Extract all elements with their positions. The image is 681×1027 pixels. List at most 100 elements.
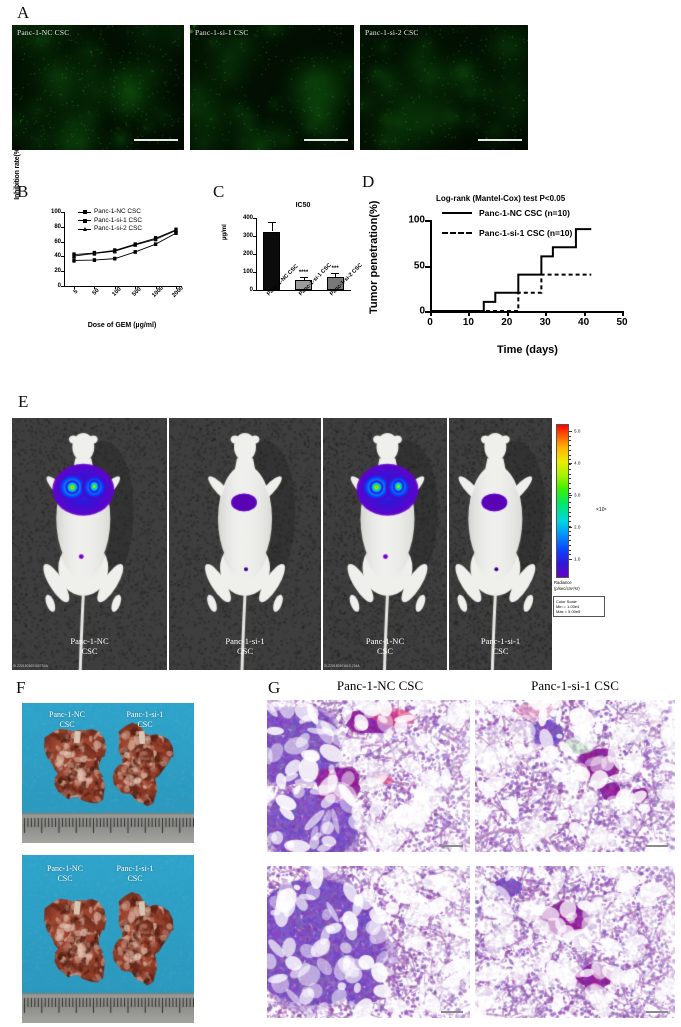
panel-b-legend-label: Panc-1-si-1 CSC xyxy=(94,216,142,224)
colorbar-unit: Radiance (p/sec/cm²/sr) xyxy=(554,580,580,591)
panel-b: B Inhibition rate(%) Dose of GEM (µg/ml)… xyxy=(12,146,212,367)
histology-canvas xyxy=(267,700,470,852)
scalebar-icon xyxy=(304,139,348,141)
gross-label-nc-1: Panc-1-NC CSC xyxy=(49,710,85,729)
fluorescence-label-si1: Panc-1-si-1 CSC xyxy=(195,28,249,37)
fluorescence-label-nc: Panc-1-NC CSC xyxy=(17,28,70,37)
panel-b-legend-label: Panc-1-NC CSC xyxy=(94,208,141,215)
panel-c-bar xyxy=(295,280,312,290)
panel-b-series-svg xyxy=(71,227,179,263)
legend-solid-line-icon xyxy=(442,212,472,214)
panel-b-legend-label: Panc-1-si-2 CSC xyxy=(94,225,142,232)
panel-a-letter: A xyxy=(17,3,30,22)
fluorescence-canvas xyxy=(360,25,528,150)
panel-c-ytick: 300 xyxy=(242,233,253,239)
panel-b-ytick: 60 xyxy=(54,238,61,245)
ivis-canvas xyxy=(449,418,552,670)
gross-specimen-image-2: Panc-1-NC CSC Panc-1-si-1 CSC xyxy=(22,855,194,1023)
panel-d-legend-item-si1: Panc-1-si-1 CSC (n=10) xyxy=(442,228,572,238)
panel-c-bar xyxy=(263,231,281,290)
panel-c-ytick: 100 xyxy=(242,269,253,275)
panel-d: D Log-rank (Mantel-Cox) test P<0.05 Tumo… xyxy=(362,172,674,372)
colorbar-tick xyxy=(569,463,572,464)
fluorescence-image-si2: Panc-1-si-2 CSC xyxy=(360,25,528,150)
colorbar-exponent: ×10⁵ xyxy=(596,507,607,513)
ivis-caption-si1-2: Panc-1-si-1 CSC xyxy=(480,636,521,656)
panel-d-xtick: 40 xyxy=(578,317,590,328)
panel-d-ytick: 50 xyxy=(413,260,425,271)
ivis-image-id: SLZ20150301610.234A xyxy=(324,664,360,668)
colorbar-tick xyxy=(569,527,572,528)
colorbar-tick-label: 5.0 xyxy=(574,428,581,434)
gross-specimen-image-1: Panc-1-NC CSC Panc-1-si-1 CSC xyxy=(22,703,194,843)
ivis-image-id: SLZ201503001607S0A xyxy=(13,664,48,668)
panel-f-letter: F xyxy=(16,678,26,697)
panel-c: C IC50 µg/ml 0 100 200 300 400 Panc-1-NC CSC *… xyxy=(208,182,364,367)
panel-b-xtick: 100 xyxy=(111,286,123,298)
panel-b-xtick: 500 xyxy=(131,286,143,298)
histology-image-nc-row2 xyxy=(267,866,470,1018)
panel-d-letter: D xyxy=(362,172,375,191)
histology-canvas xyxy=(475,866,675,1018)
color-scale-box: Color Scale Min = 1.00e4 Max = 5.00e5 xyxy=(553,596,605,617)
colorbar-tick-label: 4.0 xyxy=(574,460,581,466)
panel-d-legend-label-nc: Panc-1-NC CSC (n=10) xyxy=(479,208,570,218)
histology-image-si1-row1 xyxy=(475,700,675,852)
gross-label-si1-1: Panc-1-si-1 CSC xyxy=(126,710,164,729)
panel-g-header-si1: Panc-1-si-1 CSC xyxy=(531,678,619,693)
ivis-canvas xyxy=(12,418,167,670)
gross-specimen-canvas xyxy=(22,855,194,1023)
panel-b-legend-item: Panc-1-si-2 CSC xyxy=(78,225,142,234)
panel-b-ylabel: Inhibition rate(%) xyxy=(14,146,21,200)
ivis-caption-si1-1: Panc-1-si-1 CSC xyxy=(225,636,265,656)
histology-image-nc-row1 xyxy=(267,700,470,852)
scalebar-icon xyxy=(646,1011,668,1013)
panel-b-xtick: 1000 xyxy=(150,285,165,299)
panel-b-letter: B xyxy=(17,182,29,201)
panel-d-xtick: 30 xyxy=(539,317,551,328)
fluorescence-canvas xyxy=(190,25,354,150)
ivis-caption-nc-1: Panc-1-NC CSC xyxy=(70,636,109,656)
legend-marker-icon xyxy=(78,218,91,224)
panel-c-significance: **** xyxy=(298,269,309,276)
scalebar-icon xyxy=(441,845,463,847)
panel-c-ytick: 200 xyxy=(242,251,253,257)
ivis-canvas xyxy=(323,418,447,670)
fluorescence-image-si1: Panc-1-si-1 CSC xyxy=(190,25,354,150)
ivis-image-si1-2: Panc-1-si-1 CSC xyxy=(449,418,552,670)
panel-d-ytick: 0 xyxy=(419,305,425,317)
panel-b-xtick: 2000 xyxy=(171,285,185,299)
scalebar-icon xyxy=(441,1011,463,1013)
colorbar-tick xyxy=(569,495,572,496)
panel-b-xtick: 50 xyxy=(92,287,101,297)
panel-d-plot-area: 0 50 100 0 10 20 30 40 50 xyxy=(408,215,627,329)
scalebar-icon xyxy=(646,845,668,847)
panel-d-ylabel: Tumor penetration(%) xyxy=(368,200,380,314)
panel-g-header-nc: Panc-1-NC CSC xyxy=(336,678,424,693)
radiance-colorbar: 5.0 4.0 3.0 2.0 1.0 xyxy=(556,424,580,578)
fluorescence-canvas xyxy=(12,25,184,150)
panel-c-ytick: 0 xyxy=(249,287,253,293)
panel-b-plot-area: 0 20 40 60 80 100 5 50 100 500 1000 2000 xyxy=(51,209,185,299)
panel-b-ytick: 80 xyxy=(54,223,61,230)
ivis-image-si1-1: Panc-1-si-1 CSC xyxy=(169,418,321,670)
panel-d-legend-label-si1: Panc-1-si-1 CSC (n=10) xyxy=(479,228,573,238)
panel-b-legend: Panc-1-NC CSC Panc-1-si-1 CSC Panc-1-si-2 … xyxy=(78,208,142,234)
panel-b-xlabel: Dose of GEM (µg/ml) xyxy=(87,322,157,329)
panel-e: Panc-1-NC CSC SLZ201503001607S0A Panc-1-… xyxy=(12,418,552,670)
panel-c-title: IC50 xyxy=(295,202,311,209)
colorbar-tick-label: 2.0 xyxy=(574,524,581,530)
panel-c-bar xyxy=(326,277,344,290)
panel-d-legend-item-nc: Panc-1-NC CSC (n=10) xyxy=(442,208,570,218)
legend-dashed-line-icon xyxy=(442,232,472,234)
panel-d-xlabel: Time (days) xyxy=(497,344,558,356)
panel-c-letter: C xyxy=(213,182,225,201)
ivis-caption-nc-2: Panc-1-NC CSC xyxy=(365,636,405,656)
colorbar-tick-label: 3.0 xyxy=(574,492,581,498)
panel-b-ytick: 0 xyxy=(57,283,61,289)
panel-d-series-svg xyxy=(430,228,592,312)
gross-specimen-canvas xyxy=(22,703,194,843)
panel-b-ytick: 100 xyxy=(50,209,61,215)
panel-d-xtick: 50 xyxy=(616,317,628,328)
scalebar-icon xyxy=(134,139,178,141)
